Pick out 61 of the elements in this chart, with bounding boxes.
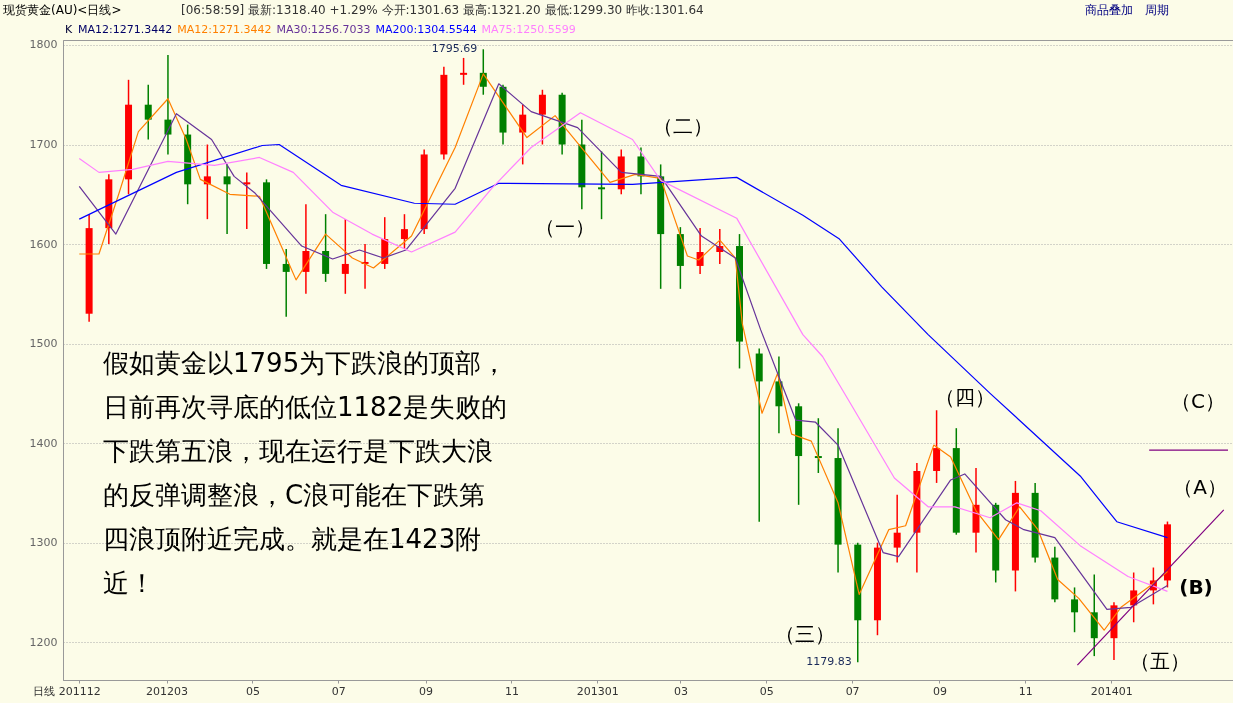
x-tick-label: 09 bbox=[932, 684, 947, 698]
text: 周期 bbox=[1145, 3, 1169, 17]
x-tick-label: 07 bbox=[331, 684, 346, 698]
annotation: 近！ bbox=[103, 568, 155, 598]
annotation: 四浪顶附近完成。就是在1423附 bbox=[103, 524, 482, 554]
x-tick-label: 11 bbox=[504, 684, 519, 698]
y-tick-label: 1500 bbox=[29, 337, 58, 351]
x-tick-label: 201401 bbox=[1090, 684, 1133, 698]
x-tick-label: 201203 bbox=[146, 684, 189, 698]
candlestick bbox=[322, 213, 330, 283]
y-tick-label: 1600 bbox=[29, 237, 58, 251]
annotation: 1795.69 bbox=[431, 42, 478, 56]
x-tick-label: 07 bbox=[845, 684, 860, 698]
x-tick-label: 03 bbox=[673, 684, 688, 698]
y-tick-label: 1400 bbox=[29, 436, 58, 450]
x-tick-label: 201112 bbox=[58, 684, 101, 698]
candlestick bbox=[1071, 586, 1079, 633]
text: MA12:1271.3442 bbox=[78, 23, 173, 36]
text: 日线 bbox=[33, 685, 55, 698]
candlestick bbox=[519, 103, 527, 166]
candlestick bbox=[538, 89, 546, 146]
chart-subtitle: [06:58:59] 最新:1318.40 +1.29% 今开:1301.63 最高:1321.20 最低:1299.30 昨收:1301.64 bbox=[181, 3, 704, 17]
candlestick bbox=[341, 218, 349, 295]
annotation: （C） bbox=[1171, 389, 1225, 413]
annotation: （A） bbox=[1173, 475, 1227, 499]
annotation: 的反弹调整浪，C浪可能在下跌第 bbox=[103, 480, 486, 510]
candlestick bbox=[933, 409, 941, 484]
candlestick bbox=[223, 163, 231, 235]
text: MA200:1304.5544 bbox=[375, 23, 477, 36]
y-tick-label: 1800 bbox=[29, 38, 58, 52]
annotation: （一） bbox=[535, 215, 595, 239]
chart-title: 现货黄金(AU)<日线> bbox=[3, 3, 122, 17]
candlestick bbox=[460, 57, 468, 86]
text: 商品叠加 bbox=[1085, 3, 1133, 17]
text: MA12:1271.3442 bbox=[177, 23, 272, 36]
text: K bbox=[65, 23, 73, 36]
annotation: 下跌第五浪，现在运行是下跌大浪 bbox=[103, 436, 493, 466]
x-tick-label: 11 bbox=[1018, 684, 1033, 698]
annotation: 日前再次寻底的低位1182是失败的 bbox=[103, 392, 508, 422]
x-tick-label: 05 bbox=[245, 684, 260, 698]
y-tick-label: 1300 bbox=[29, 536, 58, 550]
x-tick-label: 09 bbox=[419, 684, 434, 698]
text: MA75:1250.5599 bbox=[481, 23, 576, 36]
candlestick bbox=[144, 84, 152, 141]
candlestick bbox=[243, 171, 251, 230]
annotation: （三） bbox=[775, 622, 835, 646]
annotation: (B) bbox=[1179, 575, 1213, 599]
candlestick bbox=[400, 213, 408, 250]
y-tick-label: 1700 bbox=[29, 138, 58, 152]
annotation: （五） bbox=[1130, 649, 1190, 673]
y-tick-label: 1200 bbox=[29, 635, 58, 649]
annotation: 假如黄金以1795为下跌浪的顶部， bbox=[103, 348, 508, 378]
x-tick-label: 201301 bbox=[576, 684, 619, 698]
candlestick bbox=[282, 248, 290, 318]
annotation: 1179.83 bbox=[806, 655, 852, 669]
annotation: （四） bbox=[935, 385, 995, 409]
annotation: （二） bbox=[653, 114, 713, 138]
x-tick-label: 05 bbox=[759, 684, 774, 698]
text: MA30:1256.7033 bbox=[276, 23, 371, 36]
candlestick bbox=[598, 150, 606, 220]
candlestick bbox=[893, 494, 901, 564]
